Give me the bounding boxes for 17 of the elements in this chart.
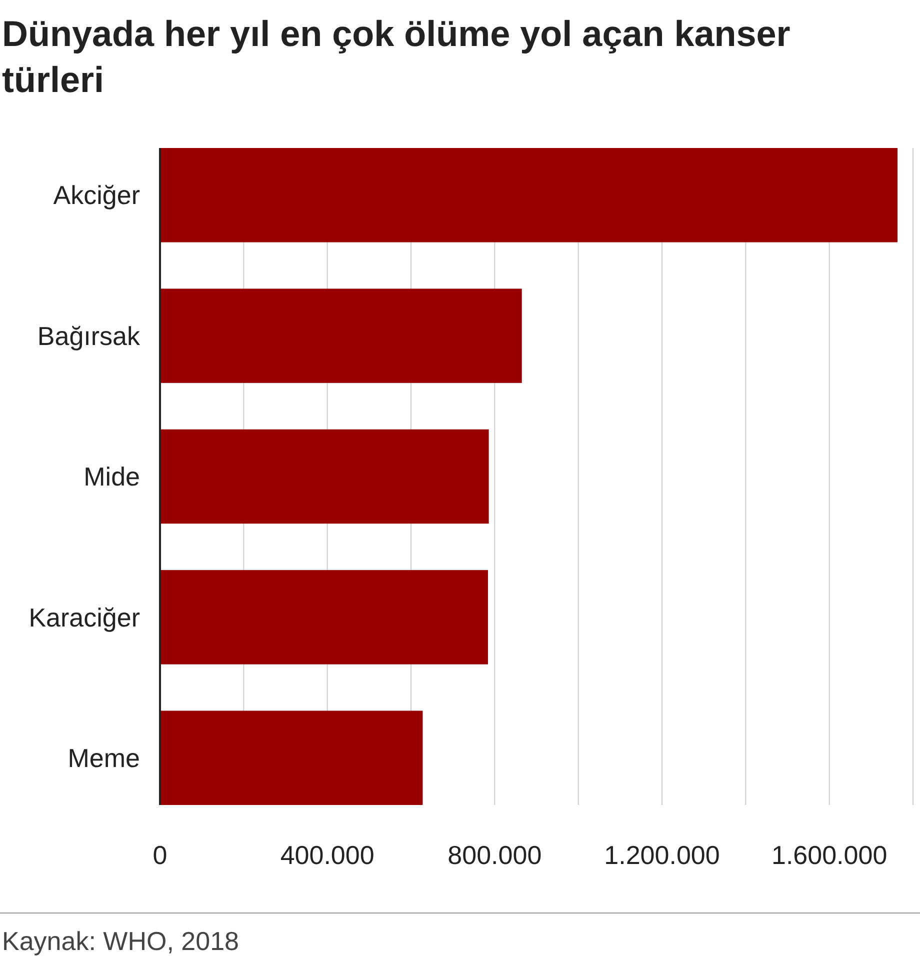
x-tick-label: 0 [152,840,168,870]
bar [160,148,898,242]
x-tick-label: 1.200.000 [604,840,720,870]
bar [160,570,488,664]
y-tick-label: Karaciğer [28,602,140,632]
bar [160,710,423,805]
x-tick-label: 400.000 [280,840,374,870]
y-tick-label: Bağırsak [37,320,141,351]
text: Kaynak: WHO, 2018 [2,926,239,956]
x-tick-label: 800.000 [448,840,542,870]
y-tick-label: Mide [84,462,140,492]
x-tick-label: 1.600.000 [771,840,888,870]
chart-title: Dünyada her yıl en çok ölüme yol açan kanser türleri [2,13,790,100]
bar [160,288,522,383]
y-tick-label: Meme [68,742,140,773]
bar [160,429,489,524]
y-tick-label: Akciğer [53,180,140,210]
